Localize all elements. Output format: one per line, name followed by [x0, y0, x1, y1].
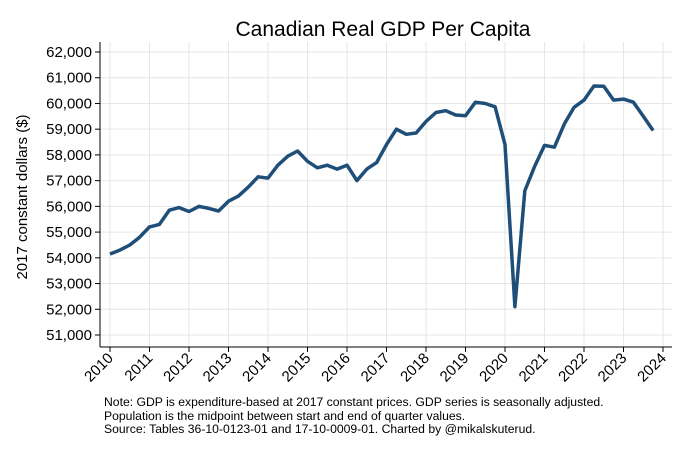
- x-tick-label: 2013: [200, 350, 236, 386]
- data-points: [109, 85, 654, 307]
- y-tick-labels: 51,000 52,000 53,000 54,000 55,000 56,000 57,0…: [46, 44, 92, 344]
- note-line-2: Population is the midpoint between start…: [104, 408, 466, 423]
- y-tick-label: 59,000: [46, 121, 92, 138]
- y-tick-label: 62,000: [46, 44, 92, 61]
- x-tick-label: 2016: [318, 350, 354, 386]
- x-tick-label: 2019: [437, 350, 473, 386]
- note-line-1: Note: GDP is expenditure-based at 2017 c…: [104, 395, 604, 409]
- x-tick-label: 2020: [476, 350, 512, 386]
- x-tick-label: 2010: [81, 350, 117, 386]
- y-tick-label: 51,000: [46, 327, 92, 344]
- x-tick-labels: 2010 2011 2012 2013 2014 2015 2016 2017 2018 2019…: [81, 350, 670, 386]
- y-tick-label: 56,000: [46, 198, 92, 215]
- y-tick-label: 57,000: [46, 173, 92, 190]
- x-tick-label: 2022: [555, 350, 591, 386]
- x-tick-label: 2023: [595, 350, 631, 386]
- x-tick-label: 2014: [239, 350, 275, 386]
- y-tick-label: 53,000: [46, 276, 92, 293]
- y-tick-label: 58,000: [46, 147, 92, 164]
- x-tick-label: 2017: [358, 350, 394, 386]
- x-tick-label: 2018: [397, 350, 433, 386]
- axes: [95, 42, 672, 352]
- y-axis-label: 2017 constant dollars ($): [14, 114, 31, 279]
- y-tick-label: 55,000: [46, 224, 92, 241]
- x-tick-label: 2024: [634, 350, 670, 386]
- x-tick-label: 2015: [279, 350, 315, 386]
- y-tick-label: 52,000: [46, 301, 92, 318]
- gridlines: [100, 42, 672, 347]
- y-tick-label: 54,000: [46, 250, 92, 267]
- chart-note: Note: GDP is expenditure-based at 2017 c…: [104, 395, 604, 437]
- x-tick-label: 2012: [160, 350, 196, 386]
- gdp-series-line: [109, 84, 655, 309]
- x-tick-label: 2011: [121, 350, 156, 385]
- x-tick-label: 2021: [516, 350, 552, 386]
- chart-title: Canadian Real GDP Per Capita: [236, 18, 531, 41]
- y-tick-label: 61,000: [46, 70, 92, 87]
- note-line-3: Source: Tables 36-10-0123-01 and 17-10-0…: [104, 422, 536, 436]
- y-tick-label: 60,000: [46, 95, 92, 112]
